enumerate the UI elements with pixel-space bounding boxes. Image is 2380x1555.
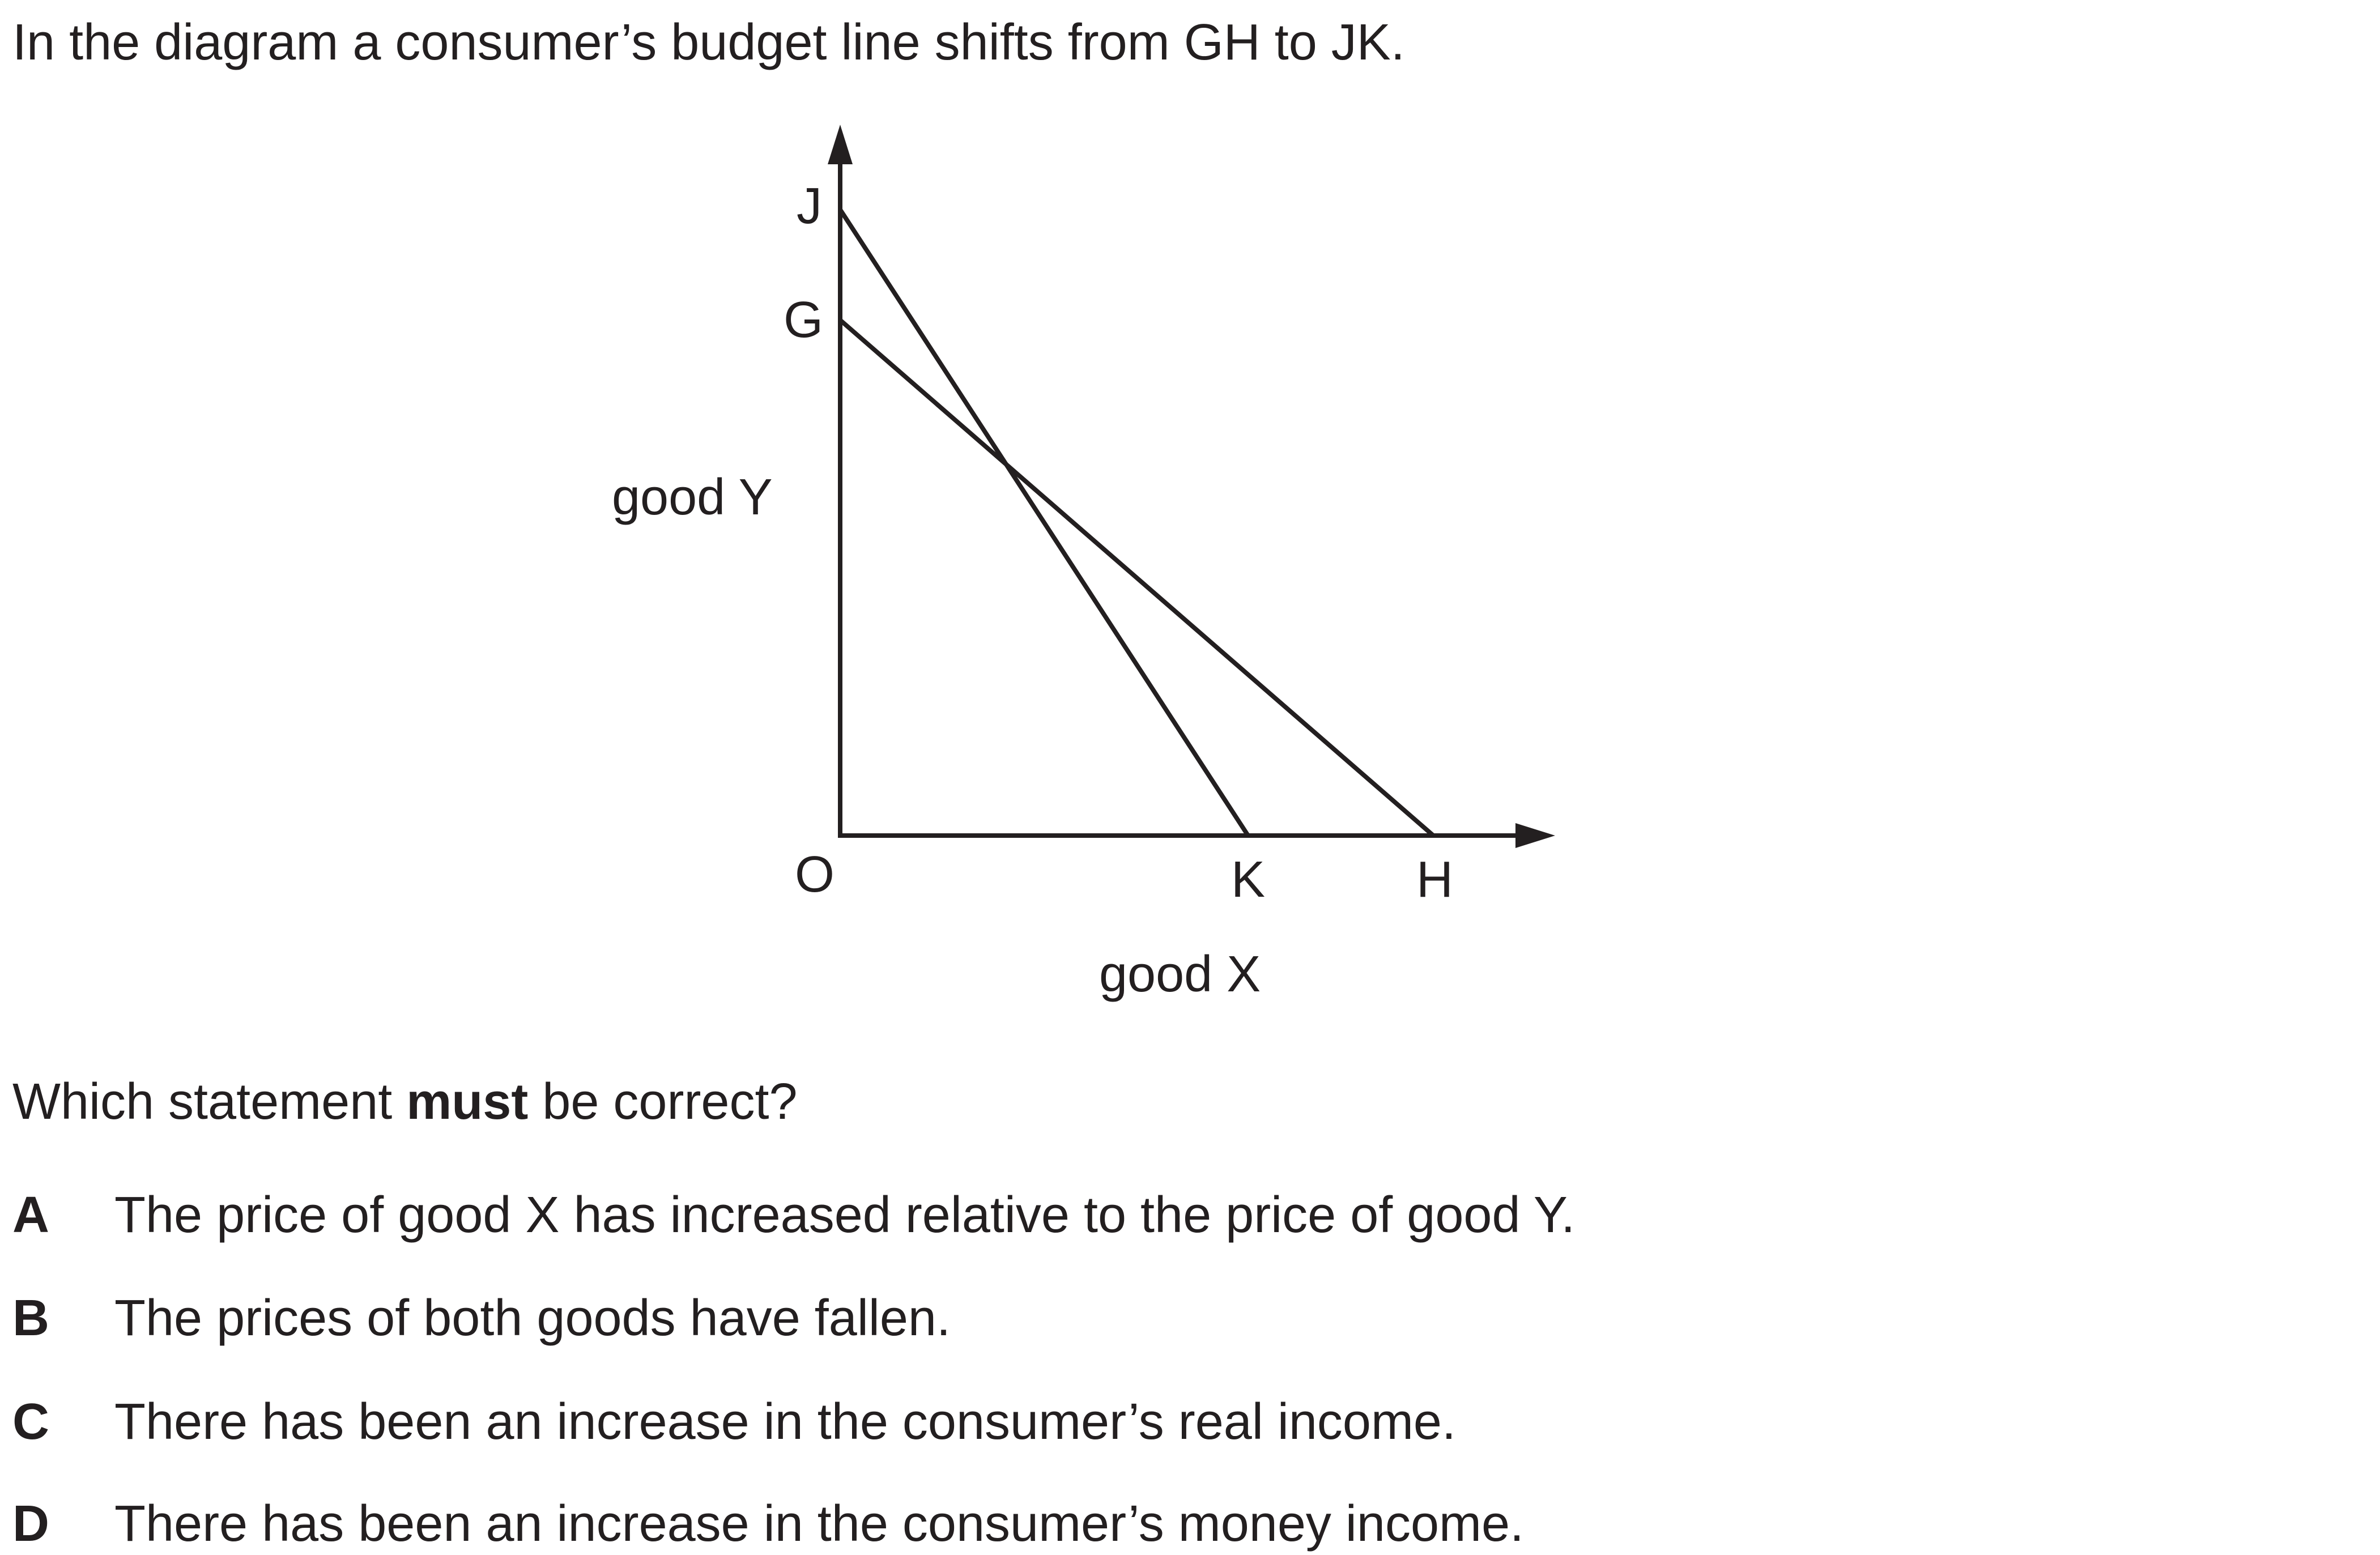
origin-label: O [795,846,835,903]
option-b[interactable]: B The prices of both goods have fallen. [12,1293,951,1344]
budget-line-gh [838,318,1435,838]
prompt-emphasis: must [406,1073,529,1130]
question-prompt: Which statement must be correct? [12,1076,798,1127]
option-a[interactable]: A The price of good X has increased relat… [12,1190,1575,1241]
option-d[interactable]: D There has been an increase in the consu… [12,1498,1524,1549]
option-text: There has been an increase in the consum… [114,1394,1456,1450]
point-label-j: J [797,178,822,235]
point-label-g: G [784,292,823,348]
prompt-part-2: be correct? [528,1073,798,1130]
prompt-part-1: Which statement [12,1073,407,1130]
option-text: The prices of both goods have fallen. [114,1290,951,1347]
option-letter: A [12,1187,49,1243]
point-label-k: K [1231,851,1265,908]
option-letter: C [12,1394,49,1450]
budget-line-jk [838,208,1250,837]
point-label-h: H [1416,851,1453,908]
option-letter: B [12,1290,49,1347]
y-axis-label: good Y [612,469,773,526]
x-axis-label: good X [1099,946,1261,1003]
y-axis-arrow [828,125,853,164]
budget-line-diagram: J G O K H good Y good X [612,125,1555,1003]
option-text: The price of good X has increased relati… [114,1187,1576,1243]
option-c[interactable]: C There has been an increase in the consu… [12,1396,1456,1447]
question-intro: In the diagram a consumer’s budget line … [12,14,1405,71]
option-letter: D [12,1496,49,1552]
x-axis-arrow [1515,823,1555,848]
option-text: There has been an increase in the consum… [114,1496,1525,1552]
